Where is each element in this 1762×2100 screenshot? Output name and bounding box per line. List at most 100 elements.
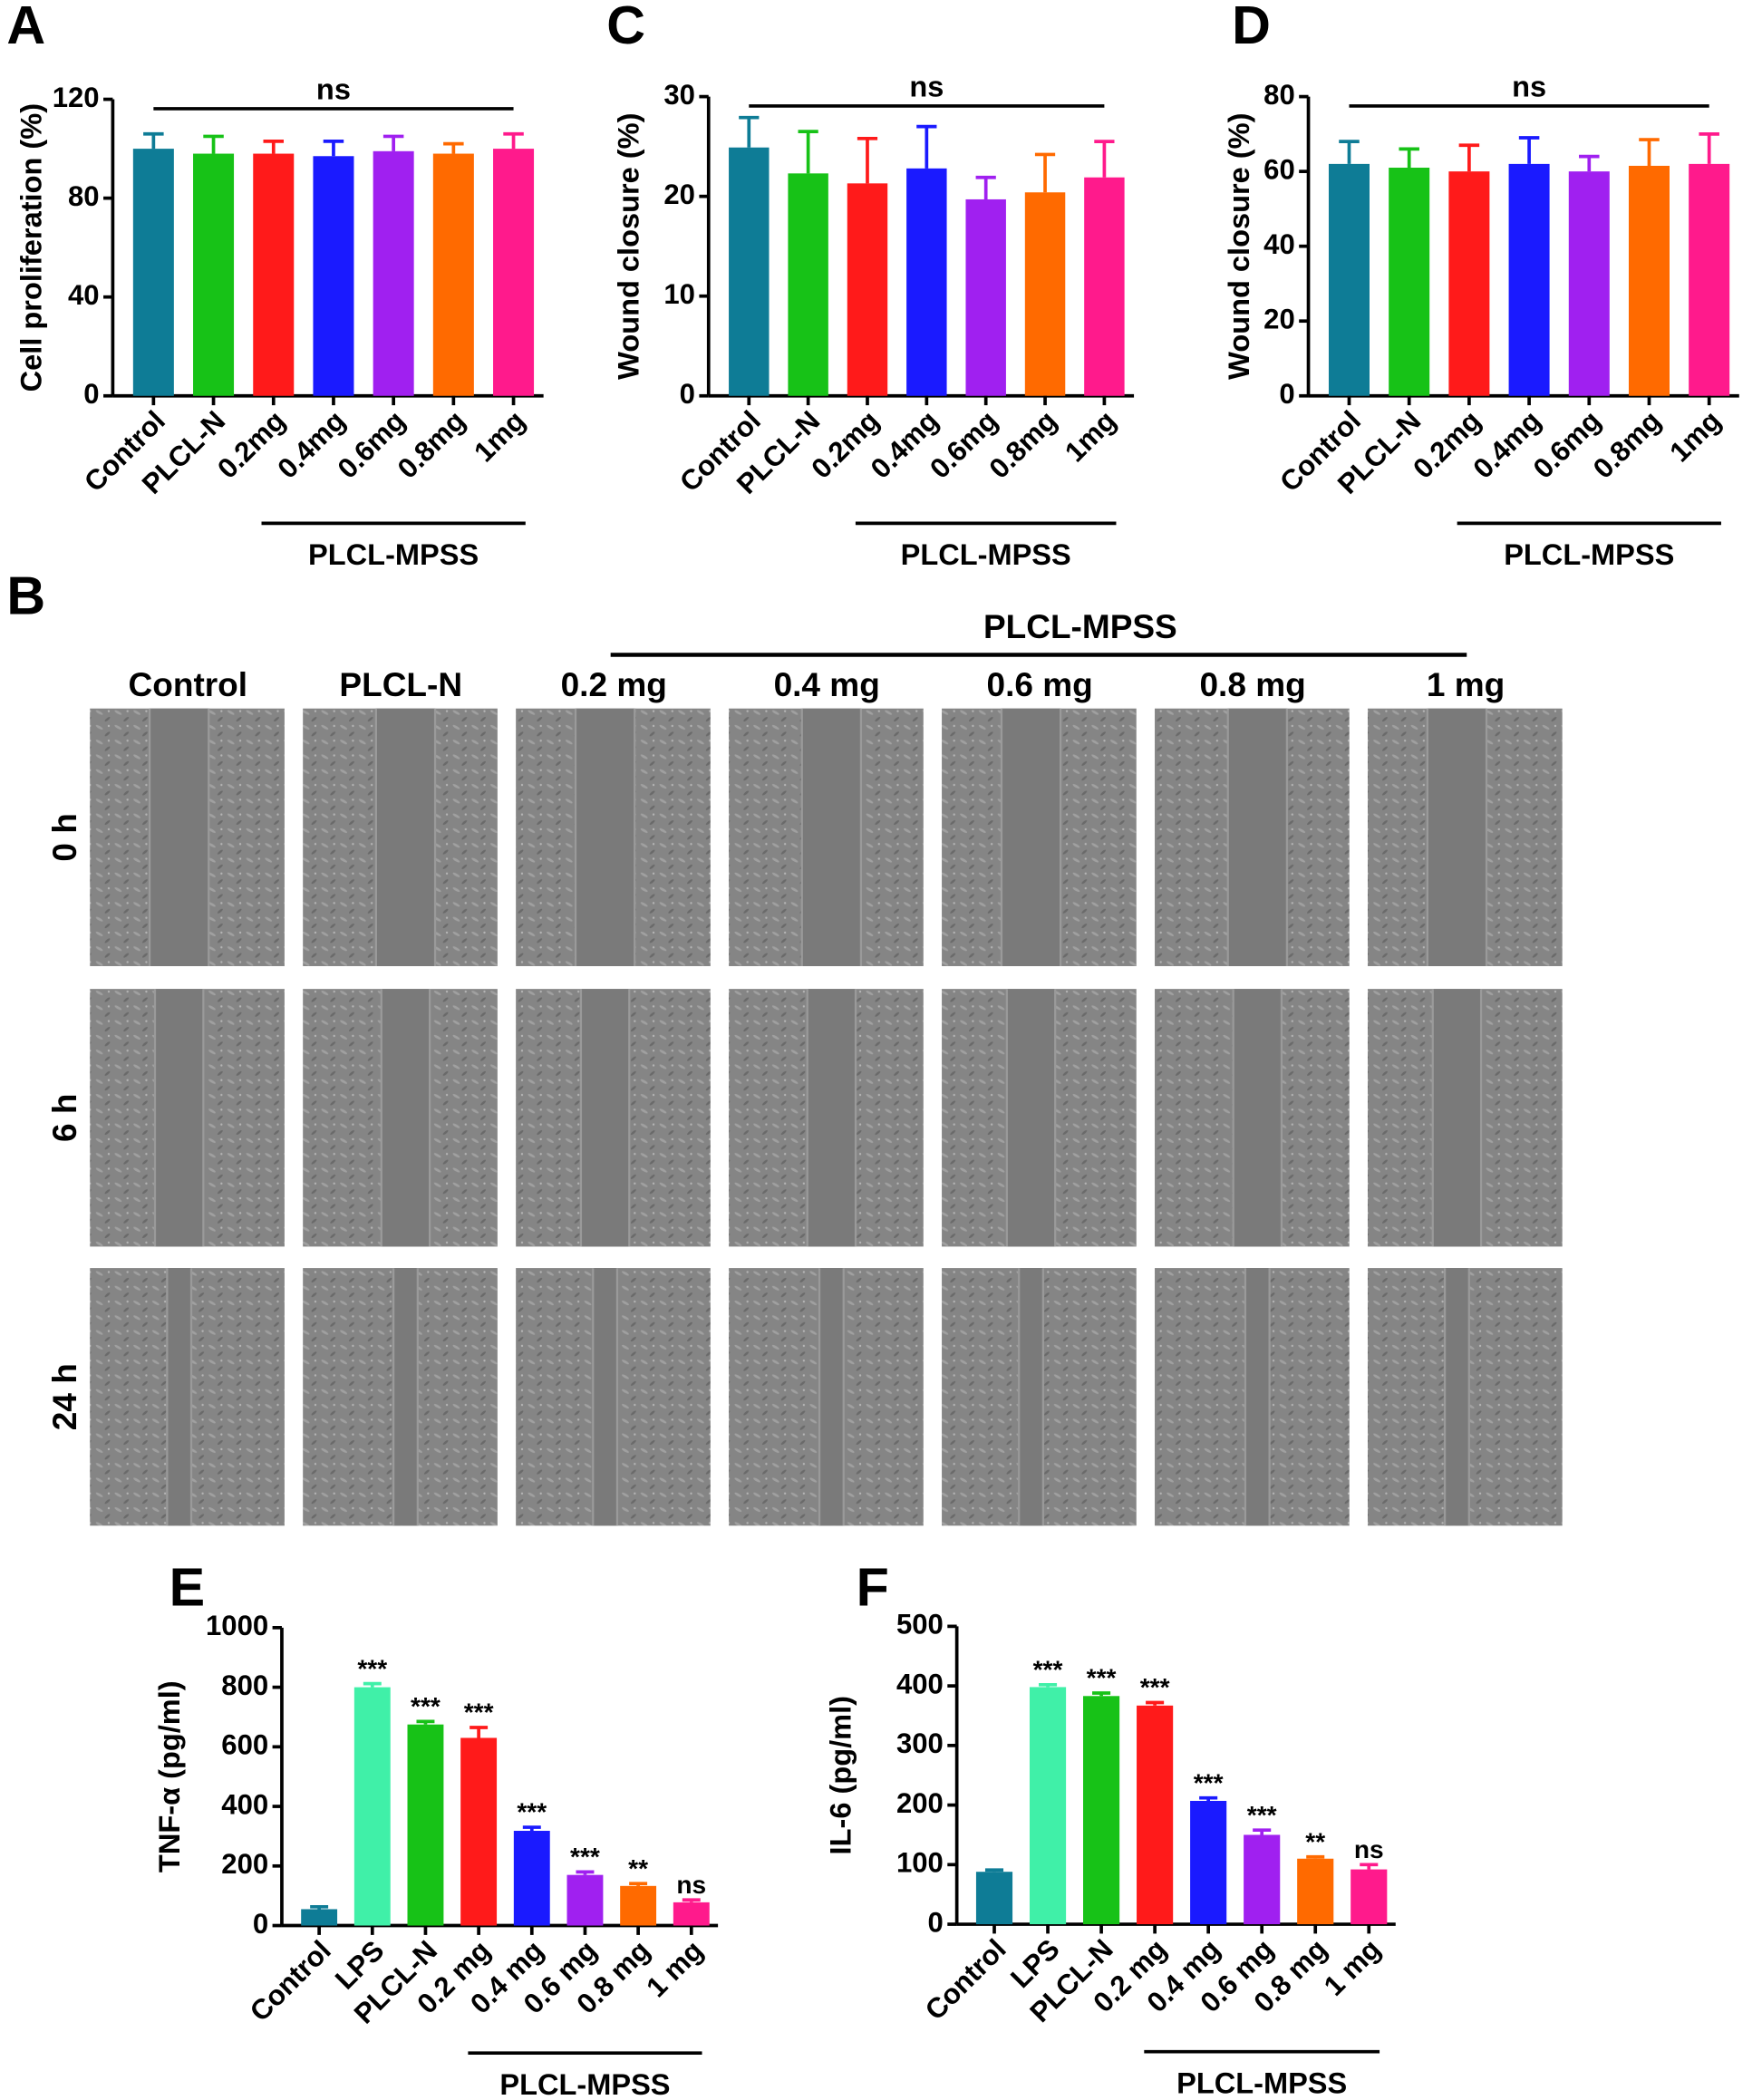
- bar: [906, 168, 947, 396]
- significance-label: ***: [570, 1843, 600, 1871]
- error-bar: [1092, 1691, 1111, 1697]
- wound-gap: [576, 708, 635, 966]
- bar: [1508, 163, 1550, 396]
- y-tick-label: 100: [896, 1847, 944, 1879]
- error-bar: [916, 124, 937, 169]
- wound-gap: [393, 1268, 418, 1526]
- bar: [1328, 163, 1370, 396]
- significance-label: **: [628, 1854, 648, 1882]
- group-label: PLCL-MPSS: [1504, 538, 1674, 571]
- significance-label: ***: [357, 1654, 387, 1682]
- error-bar: [1306, 1854, 1325, 1859]
- bar: [407, 1724, 444, 1926]
- bar: [975, 1872, 1013, 1925]
- wound-gap: [1227, 708, 1287, 966]
- wound-gap: [167, 1268, 192, 1526]
- error-bar: [1199, 1795, 1218, 1801]
- error-bar: [310, 1904, 329, 1910]
- x-tick-label: 1 mg: [640, 1934, 709, 2003]
- error-bar: [629, 1882, 648, 1886]
- x-tick-label: 1mg: [468, 404, 531, 468]
- y-tick-label: 0: [928, 1906, 944, 1938]
- significance-label: ns: [1354, 1835, 1384, 1863]
- x-tick-label: 0.8mg: [1587, 404, 1667, 484]
- bar: [1448, 171, 1490, 396]
- x-tick-label: Control: [244, 1934, 337, 2027]
- error-bar: [682, 1898, 701, 1902]
- x-tick-label: Control: [919, 1933, 1012, 2027]
- significance-label: ***: [517, 1798, 547, 1826]
- wound-gap: [807, 989, 857, 1247]
- bar: [193, 153, 235, 396]
- x-tick-label: 0.2mg: [211, 404, 291, 484]
- bar: [132, 149, 174, 396]
- error-bar: [503, 131, 524, 150]
- error-bar: [323, 140, 344, 157]
- wound-gap: [1445, 1268, 1469, 1526]
- bar: [493, 149, 535, 396]
- bar: [1083, 1696, 1120, 1925]
- bar: [460, 1737, 498, 1926]
- panel-label: F: [857, 1557, 889, 1618]
- wound-gap: [1006, 989, 1056, 1247]
- error-bar: [576, 1870, 595, 1875]
- bar: [432, 153, 474, 396]
- error-bar: [363, 1681, 382, 1688]
- error-bar: [1399, 147, 1419, 169]
- bar: [1389, 168, 1430, 396]
- wound-gap: [1001, 708, 1061, 966]
- significance-label: ***: [1140, 1673, 1170, 1701]
- error-bar: [1039, 1682, 1058, 1688]
- bar: [1244, 1834, 1281, 1925]
- error-bar: [203, 134, 224, 154]
- significance-label: ***: [464, 1698, 494, 1727]
- panel-label: D: [1232, 0, 1271, 55]
- bar: [965, 198, 1006, 396]
- error-bar: [1579, 154, 1600, 172]
- bar: [566, 1874, 604, 1926]
- y-axis-label: Wound closure (%): [612, 113, 644, 380]
- error-bar: [1034, 152, 1056, 193]
- bar: [313, 156, 354, 396]
- wound-gap: [1244, 1268, 1270, 1526]
- x-tick-label: 0.6mg: [332, 404, 411, 484]
- error-bar: [1518, 136, 1540, 164]
- y-tick-label: 80: [68, 180, 100, 212]
- panel-label: B: [6, 565, 45, 625]
- wound-gap: [150, 708, 209, 966]
- significance-label: ns: [676, 1871, 706, 1899]
- error-bar: [798, 130, 818, 174]
- wound-gap: [1233, 989, 1282, 1247]
- y-tick-label: 600: [221, 1729, 268, 1761]
- group-label: PLCL-MPSS: [901, 538, 1071, 571]
- error-bar: [1699, 132, 1719, 164]
- annotation: ns: [1512, 70, 1546, 102]
- panel-label: E: [169, 1557, 206, 1618]
- bar: [1190, 1800, 1227, 1925]
- bar: [1024, 192, 1066, 396]
- y-axis-label: Wound closure (%): [1223, 113, 1255, 380]
- error-bar: [1094, 140, 1115, 178]
- error-bar: [1458, 143, 1480, 172]
- y-axis-label: Cell proliferation (%): [15, 103, 48, 392]
- x-tick-label: 0.8mg: [983, 404, 1062, 484]
- bar: [673, 1902, 710, 1926]
- error-bar: [739, 115, 760, 148]
- bar: [620, 1885, 657, 1926]
- error-bar: [416, 1719, 435, 1725]
- wound-gap: [1019, 1268, 1043, 1526]
- significance-label: ***: [1087, 1664, 1117, 1692]
- bar: [729, 147, 770, 396]
- panel-label: A: [6, 0, 45, 55]
- bar: [1029, 1687, 1067, 1925]
- x-tick-label: 0.6mg: [1527, 404, 1607, 484]
- x-tick-label: 0.4mg: [1467, 404, 1546, 484]
- significance-label: ***: [1033, 1655, 1063, 1683]
- y-tick-label: 300: [896, 1727, 944, 1759]
- x-tick-label: 0.2mg: [805, 404, 885, 484]
- x-tick-label: 0.2mg: [1407, 404, 1486, 484]
- y-tick-label: 40: [1263, 228, 1295, 260]
- error-bar: [522, 1825, 541, 1832]
- x-tick-label: 1mg: [1663, 404, 1727, 468]
